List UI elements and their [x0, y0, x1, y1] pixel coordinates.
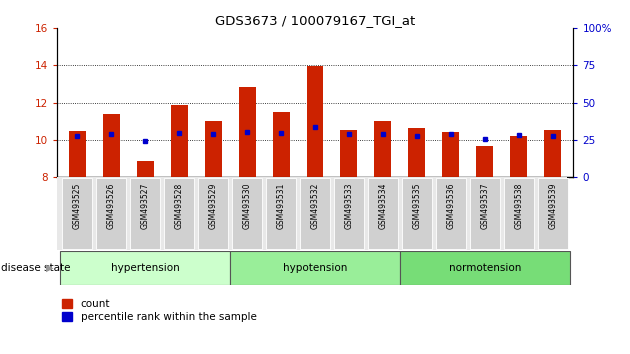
- Bar: [408, 128, 425, 177]
- Text: GSM493538: GSM493538: [515, 183, 524, 229]
- Bar: [334, 178, 364, 249]
- Bar: [340, 130, 357, 177]
- Bar: [510, 136, 527, 177]
- Text: GSM493525: GSM493525: [72, 183, 82, 229]
- Bar: [436, 178, 466, 249]
- Bar: [273, 112, 290, 177]
- Bar: [198, 178, 228, 249]
- Text: GSM493531: GSM493531: [277, 183, 285, 229]
- Text: GSM493534: GSM493534: [379, 183, 387, 229]
- Text: GSM493528: GSM493528: [175, 183, 183, 229]
- Bar: [230, 251, 400, 285]
- Text: GSM493529: GSM493529: [209, 183, 217, 229]
- Bar: [130, 178, 161, 249]
- Bar: [544, 130, 561, 177]
- Bar: [476, 146, 493, 177]
- Text: GSM493535: GSM493535: [413, 183, 421, 229]
- Text: GSM493527: GSM493527: [140, 183, 149, 229]
- Legend: count, percentile rank within the sample: count, percentile rank within the sample: [62, 299, 256, 322]
- Text: GSM493530: GSM493530: [243, 183, 251, 229]
- Text: normotension: normotension: [449, 263, 521, 273]
- Bar: [469, 178, 500, 249]
- Text: GSM493526: GSM493526: [106, 183, 115, 229]
- Bar: [402, 178, 432, 249]
- Text: GSM493539: GSM493539: [548, 183, 558, 229]
- Text: hypertension: hypertension: [111, 263, 180, 273]
- Bar: [442, 132, 459, 177]
- Bar: [96, 178, 127, 249]
- Bar: [69, 131, 86, 177]
- Text: ▶: ▶: [46, 263, 54, 273]
- Bar: [400, 251, 570, 285]
- Text: GSM493536: GSM493536: [447, 183, 455, 229]
- Bar: [164, 178, 194, 249]
- Bar: [374, 121, 391, 177]
- Bar: [503, 178, 534, 249]
- Bar: [300, 178, 330, 249]
- Text: GSM493532: GSM493532: [311, 183, 319, 229]
- Bar: [537, 178, 568, 249]
- Title: GDS3673 / 100079167_TGI_at: GDS3673 / 100079167_TGI_at: [215, 14, 415, 27]
- Bar: [232, 178, 262, 249]
- Bar: [62, 178, 93, 249]
- Bar: [171, 104, 188, 177]
- Bar: [307, 67, 323, 177]
- Bar: [205, 121, 222, 177]
- Bar: [266, 178, 296, 249]
- Bar: [103, 114, 120, 177]
- Text: hypotension: hypotension: [283, 263, 347, 273]
- Bar: [239, 87, 256, 177]
- Text: GSM493533: GSM493533: [345, 183, 353, 229]
- Bar: [368, 178, 398, 249]
- Text: GSM493537: GSM493537: [481, 183, 490, 229]
- Bar: [137, 161, 154, 177]
- Bar: [60, 251, 230, 285]
- Text: disease state: disease state: [1, 263, 70, 273]
